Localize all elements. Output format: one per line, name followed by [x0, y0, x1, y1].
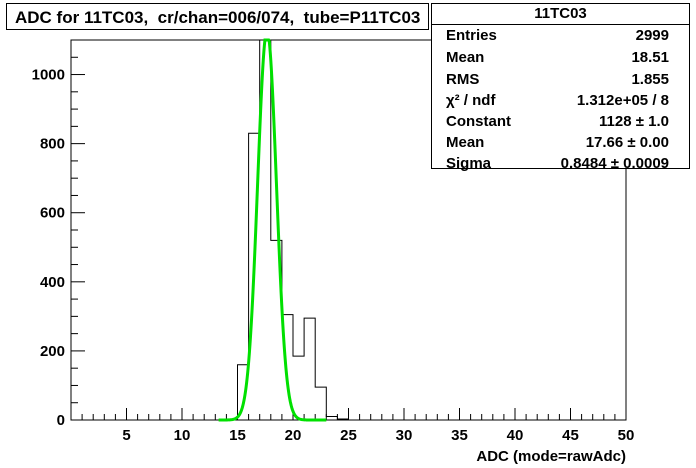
- stats-row-label: RMS: [446, 71, 480, 88]
- stats-row-value: 18.51: [631, 49, 669, 66]
- y-tick-label: 200: [40, 343, 65, 360]
- stats-row-label: Mean: [446, 49, 485, 66]
- chart-title: ADC for 11TC03, cr/chan=006/074, tube=P1…: [6, 3, 430, 30]
- stats-row-value: 1.312e+05 / 8: [576, 92, 669, 109]
- stats-row-value: 2999: [635, 27, 669, 44]
- stats-row: Mean 18.51: [432, 47, 689, 68]
- stats-row: χ² / ndf 1.312e+05 / 8: [432, 90, 689, 111]
- histogram-bars: [237, 39, 349, 420]
- gaussian-fit-curve: [218, 38, 327, 422]
- x-tick-label: 50: [618, 427, 635, 444]
- stats-row-value: 17.66 ± 0.00: [585, 134, 669, 151]
- x-tick-label: 40: [507, 427, 524, 444]
- stats-row: RMS 1.855: [432, 69, 689, 90]
- x-tick-label: 5: [122, 427, 130, 444]
- stats-row-label: Mean: [446, 134, 485, 151]
- stats-row-value: 1128 ± 1.0: [599, 113, 669, 130]
- x-tick-label: 15: [229, 427, 246, 444]
- y-tick-label: 600: [40, 205, 65, 222]
- stats-box: 11TC03 Entries 2999 Mean 18.51 RMS 1.855 χ² / …: [431, 3, 690, 172]
- y-tick-label: 1000: [32, 67, 65, 84]
- axis-tick-labels: 5 10 15 20 25 30 35 40 45 50 0 200 400 600 800 1000: [32, 67, 635, 444]
- stats-row-label: Sigma: [446, 155, 492, 172]
- stats-row-label: Entries: [446, 27, 497, 44]
- x-tick-label: 45: [562, 427, 579, 444]
- x-tick-label: 10: [174, 427, 191, 444]
- stats-name: 11TC03: [432, 4, 689, 25]
- x-axis-label: ADC (mode=rawAdc): [476, 448, 626, 465]
- stats-row-label: Constant: [446, 113, 511, 130]
- stats-row: Sigma 0.8484 ± 0.0009: [432, 153, 689, 174]
- x-tick-label: 25: [340, 427, 357, 444]
- x-tick-label: 35: [451, 427, 468, 444]
- stats-row-label: χ² / ndf: [446, 92, 496, 109]
- stats-row: Entries 2999: [432, 25, 689, 46]
- stats-row: Mean 17.66 ± 0.00: [432, 132, 689, 153]
- x-tick-label: 20: [285, 427, 302, 444]
- stats-row-value: 0.8484 ± 0.0009: [560, 155, 669, 172]
- y-tick-label: 800: [40, 136, 65, 153]
- x-tick-label: 30: [396, 427, 413, 444]
- y-tick-label: 0: [57, 412, 65, 429]
- y-tick-label: 400: [40, 274, 65, 291]
- stats-row-value: 1.855: [631, 71, 669, 88]
- stats-row: Constant 1128 ± 1.0: [432, 111, 689, 132]
